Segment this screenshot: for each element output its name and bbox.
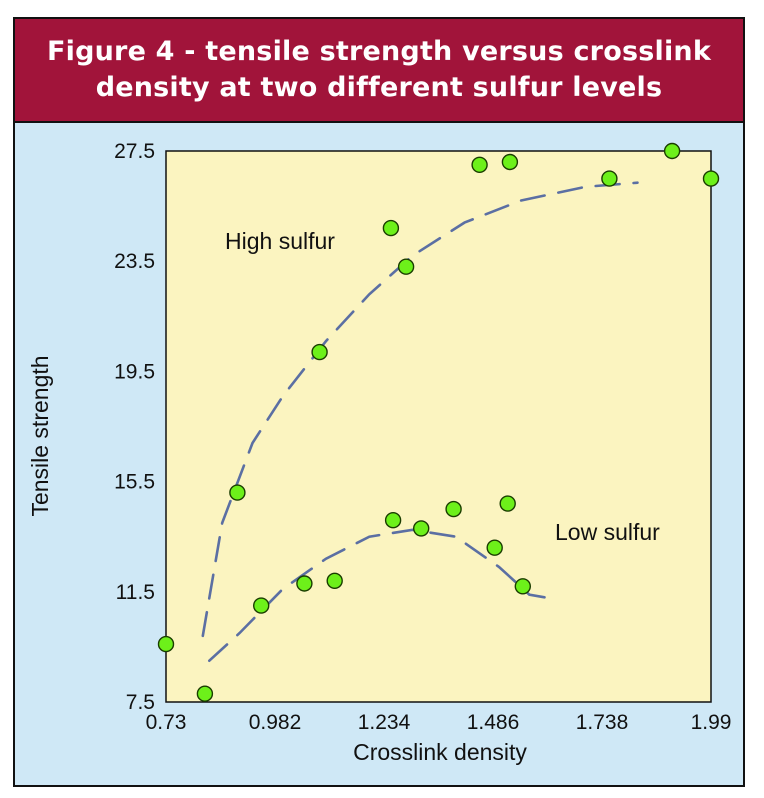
trend-layer: [201, 181, 639, 662]
data-point-low-sulfur-7: [486, 539, 503, 556]
data-point-high-sulfur-11: [702, 170, 720, 187]
data-point-high-sulfur-4: [311, 343, 328, 361]
x-tick-label: 0.73: [146, 711, 187, 734]
x-tick-label: 1.486: [467, 711, 520, 734]
y-tick-label: 11.5: [116, 581, 155, 604]
x-tick-labels: 0.73 0.982 1.234 1.486 1.738 1.99: [146, 711, 732, 734]
data-point-high-sulfur-6: [397, 258, 415, 275]
data-point-high-sulfur-5: [382, 219, 400, 237]
y-tick-label: 15.5: [114, 471, 155, 494]
y-tick-labels: 7.5 11.5 15.5 19.5 23.5 27.5: [114, 140, 155, 714]
x-tick-label: 1.738: [576, 711, 629, 734]
data-point-low-sulfur-8: [499, 495, 516, 512]
trend-line-high-sulfur: [201, 181, 639, 638]
data-point-high-sulfur-3: [229, 484, 246, 501]
y-tick-label: 23.5: [114, 250, 155, 273]
title-bar: Figure 4 - tensile strength versus cross…: [15, 19, 743, 123]
x-tick-label: 0.982: [249, 711, 302, 734]
annotation-high-sulfur: High sulfur: [225, 228, 335, 254]
data-point-high-sulfur-7: [471, 156, 488, 174]
data-point-low-sulfur-2: [296, 575, 313, 592]
data-point-low-sulfur-3: [326, 572, 343, 589]
data-point-high-sulfur-8: [501, 153, 519, 171]
data-point-high-sulfur-1: [157, 635, 175, 653]
trend-line-low-sulfur: [208, 528, 546, 662]
x-axis-title: Crosslink density: [353, 739, 527, 765]
data-point-low-sulfur-4: [384, 512, 402, 529]
data-point-high-sulfur-9: [601, 170, 618, 187]
x-tick-label: 1.99: [691, 711, 732, 734]
y-axis-title: Tensile strength: [27, 355, 53, 516]
data-point-low-sulfur-9: [514, 578, 531, 595]
data-point-high-sulfur-10: [663, 142, 681, 160]
x-tick-label: 1.234: [358, 711, 411, 734]
chart-svg: 7.5 11.5 15.5 19.5 23.5 27.5 0.73 0.982 1.234 1.…: [27, 140, 732, 765]
data-point-low-sulfur-1: [252, 597, 270, 614]
data-point-low-sulfur-5: [413, 520, 430, 537]
data-point-high-sulfur-2: [196, 685, 214, 702]
chart-title: Figure 4 - tensile strength versus cross…: [47, 36, 711, 103]
y-tick-label: 19.5: [114, 360, 155, 383]
data-point-low-sulfur-6: [445, 500, 462, 518]
chart-figure: Figure 4 - tensile strength versus cross…: [13, 17, 745, 787]
marker-layer: [157, 142, 720, 702]
annotation-low-sulfur: Low sulfur: [555, 519, 660, 545]
y-tick-label: 27.5: [114, 140, 155, 163]
y-tick-label: 7.5: [126, 691, 155, 714]
